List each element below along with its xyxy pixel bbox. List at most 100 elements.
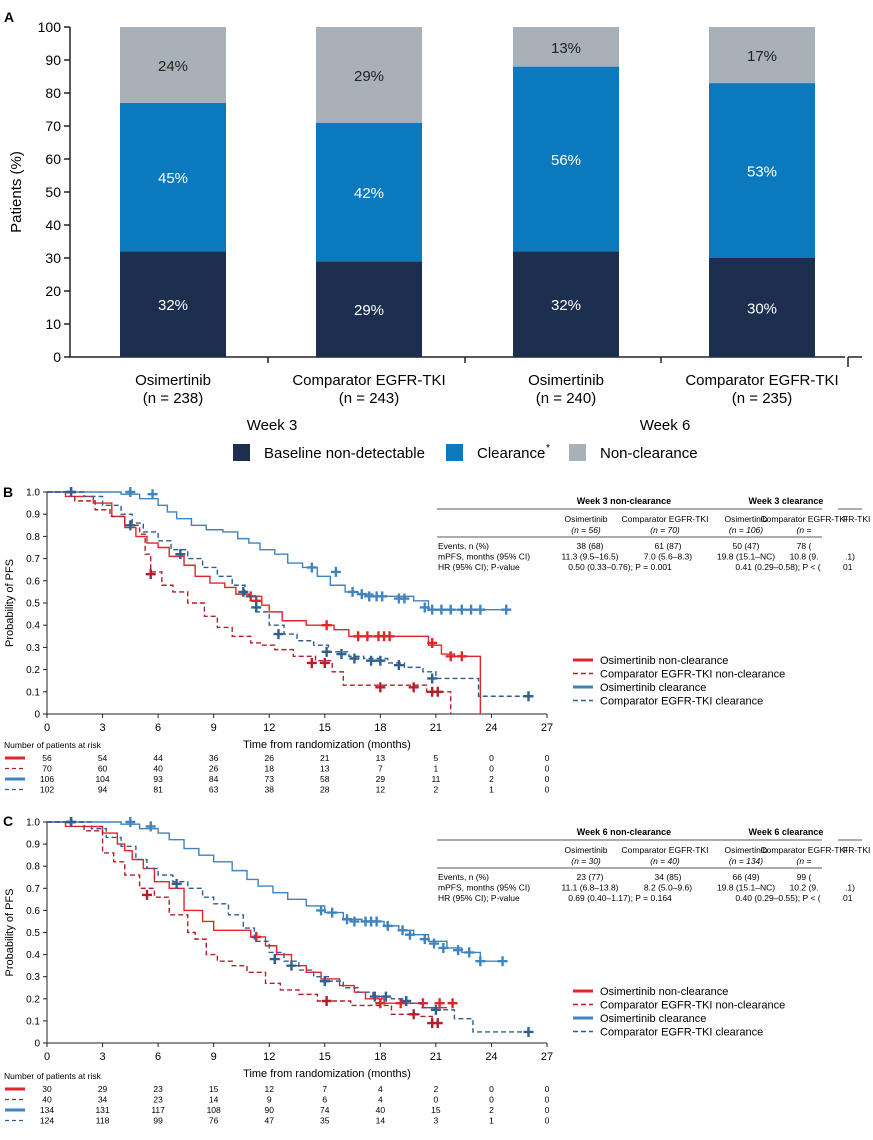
y-tick-label: 0.3 [26,643,40,654]
panel-label-a: A [4,9,14,25]
legend-label: Comparator EGFR-TKI non-clearance [600,669,785,681]
censor-mark [475,956,486,967]
censor-mark [251,602,262,613]
censor-mark [475,604,486,615]
censor-mark [349,916,360,927]
y-tick-label: 0.5 [26,928,40,939]
censor-mark [497,956,508,967]
panel-label-b: B [3,484,13,500]
y-tick-label: 1.0 [26,818,40,829]
bar-segment-baseline-non-detectable [120,251,226,357]
at-risk-count: 60 [98,764,108,774]
at-risk-count: 13 [320,764,330,774]
km-curve-osimertinib-clearance [47,821,507,962]
censor-mark [436,604,447,615]
y-tick-label: 0 [53,349,61,365]
censor-mark [456,604,467,615]
at-risk-count: 15 [209,1084,219,1094]
censor-mark [342,914,352,925]
y-tick-label: 100 [38,19,62,35]
at-risk-count: 0 [489,753,494,763]
at-risk-count: 18 [264,764,274,774]
censor-mark [523,691,534,702]
x-tick-label: 6 [155,722,161,734]
x-tick-label: 3 [99,722,105,734]
y-tick-label: 0.8 [26,862,40,873]
legend-label: Comparator EGFR-TKI non-clearance [600,1000,785,1012]
table-group-header: Week 6 clearance [749,827,824,837]
km-plot-week3: 0 0.1 0.2 0.3 0.4 0.5 0.6 0.7 0.8 0.9 1.0 Probabili… [4,487,870,795]
censor-mark [434,998,445,1009]
category-label: Comparator EGFR-TKI [292,372,445,389]
at-risk-count: 1 [489,785,494,795]
at-risk-count: 0 [489,764,494,774]
table-row-label: mPFS, months (95% CI) [438,883,530,893]
bar-segment-clearance [316,122,422,262]
at-risk-count: 9 [267,1095,272,1105]
censor-mark [464,947,475,958]
table-row-label: HR (95% CI); P-value [438,562,520,572]
censor-mark [327,907,338,918]
censor-mark [125,487,136,497]
legend-label: Osimertinib clearance [600,682,706,694]
table-row-label: Events, n (%) [438,541,489,551]
censor-mark [269,954,280,965]
at-risk-title: Number of patients at risk [4,1071,102,1081]
table-col-n: (n = 70) [650,525,680,535]
table-overflow: 01 [843,893,853,903]
censor-mark [456,651,467,662]
at-risk-count: 1 [489,1116,494,1126]
at-risk-count: 74 [320,1105,330,1115]
at-risk-count: 104 [95,774,109,784]
stacked-bar-chart: Patients (%) 0 10 20 30 40 50 60 70 80 90 100 32% 45%… [8,19,862,462]
x-tick-label: 9 [211,1051,217,1063]
table-cell: 61 (87) [655,541,682,551]
y-tick-label: 20 [45,283,61,299]
legend-label: Osimertinib non-clearance [600,655,728,667]
bar-segment-baseline-non-detectable [316,261,422,357]
at-risk-count: 11 [431,774,440,784]
at-risk-count: 4 [378,1095,383,1105]
at-risk-count: 15 [431,1105,441,1115]
table-cell: 34 (85) [655,872,682,882]
legend-label: Clearance [477,445,545,462]
y-tick-label: 0.1 [26,1016,40,1027]
data-label: 17% [747,48,777,65]
at-risk-count: 54 [98,753,108,763]
censor-mark [501,604,512,615]
censor-mark [382,920,393,931]
y-tick-label: 0.1 [26,687,40,698]
bar-segment-non-clearance [709,27,815,84]
at-risk-count: 14 [376,1116,386,1126]
y-tick-label: 0.2 [26,665,40,676]
x-tick-label: 9 [211,722,217,734]
y-tick-label: 90 [45,52,61,68]
y-tick-label: 60 [45,151,61,167]
data-label: 53% [747,164,777,181]
censor-mark [366,655,377,666]
censor-mark [321,620,332,631]
at-risk-count: 5 [434,753,439,763]
table-row-label: Events, n (%) [438,872,489,882]
table-cell: 78 ( [797,541,812,551]
censor-mark [427,673,438,684]
table-col-n: (n = 134) [729,856,763,866]
at-risk-count: 2 [434,1084,439,1094]
data-label: 13% [551,40,581,57]
bar-segment-clearance [120,102,226,252]
category-label: Comparator EGFR-TKI [685,372,838,389]
censor-mark [125,520,136,531]
bar-segment-clearance [513,66,619,252]
at-risk-count: 3 [434,1116,439,1126]
legend-swatch [569,444,586,461]
censor-mark [375,655,386,666]
censor-mark [432,1018,443,1029]
censor-mark [419,602,430,613]
censor-mark [316,905,327,916]
legend-label: Osimertinib non-clearance [600,986,728,998]
censor-mark [427,637,438,648]
x-tick-label: 21 [430,1051,442,1063]
censor-mark [408,1009,419,1020]
censor-mark [395,998,406,1009]
censor-mark [430,1004,441,1015]
